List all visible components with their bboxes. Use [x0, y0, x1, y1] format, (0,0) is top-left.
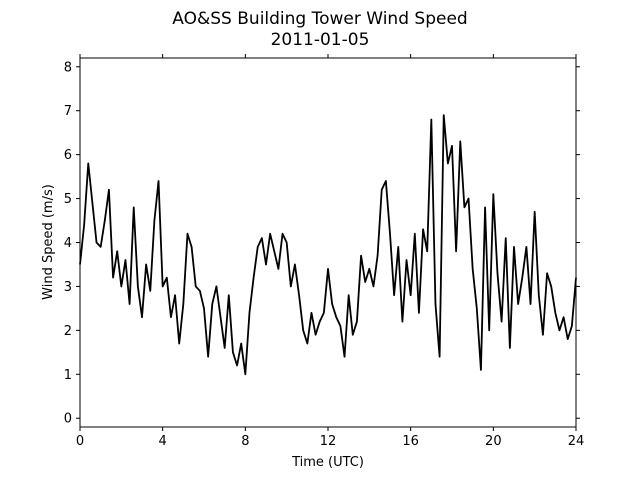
x-tick-label: 20	[485, 434, 502, 449]
line-series	[79, 114, 577, 376]
x-tick-label: 12	[320, 434, 337, 449]
x-tick-label: 0	[76, 434, 84, 449]
y-tick-label: 6	[64, 148, 72, 163]
chart-title: AO&SS Building Tower Wind Speed	[172, 9, 467, 29]
x-tick-label: 8	[241, 434, 249, 449]
x-tick-label: 24	[568, 434, 585, 449]
y-tick-label: 5	[64, 192, 72, 207]
y-tick-label: 7	[64, 104, 72, 119]
x-tick-label: 16	[402, 434, 419, 449]
plot-frame	[79, 57, 577, 428]
x-axis-label: Time (UTC)	[291, 455, 364, 470]
y-tick-label: 1	[64, 368, 72, 383]
chart-subtitle: 2011-01-05	[271, 30, 370, 50]
y-tick-label: 0	[64, 412, 72, 427]
y-tick-label: 2	[64, 324, 72, 339]
y-axis-label: Wind Speed (m/s)	[41, 184, 56, 300]
y-tick-label: 4	[64, 236, 72, 251]
y-tick-label: 3	[64, 280, 72, 295]
x-tick-label: 4	[159, 434, 167, 449]
y-tick-label: 8	[64, 60, 72, 75]
